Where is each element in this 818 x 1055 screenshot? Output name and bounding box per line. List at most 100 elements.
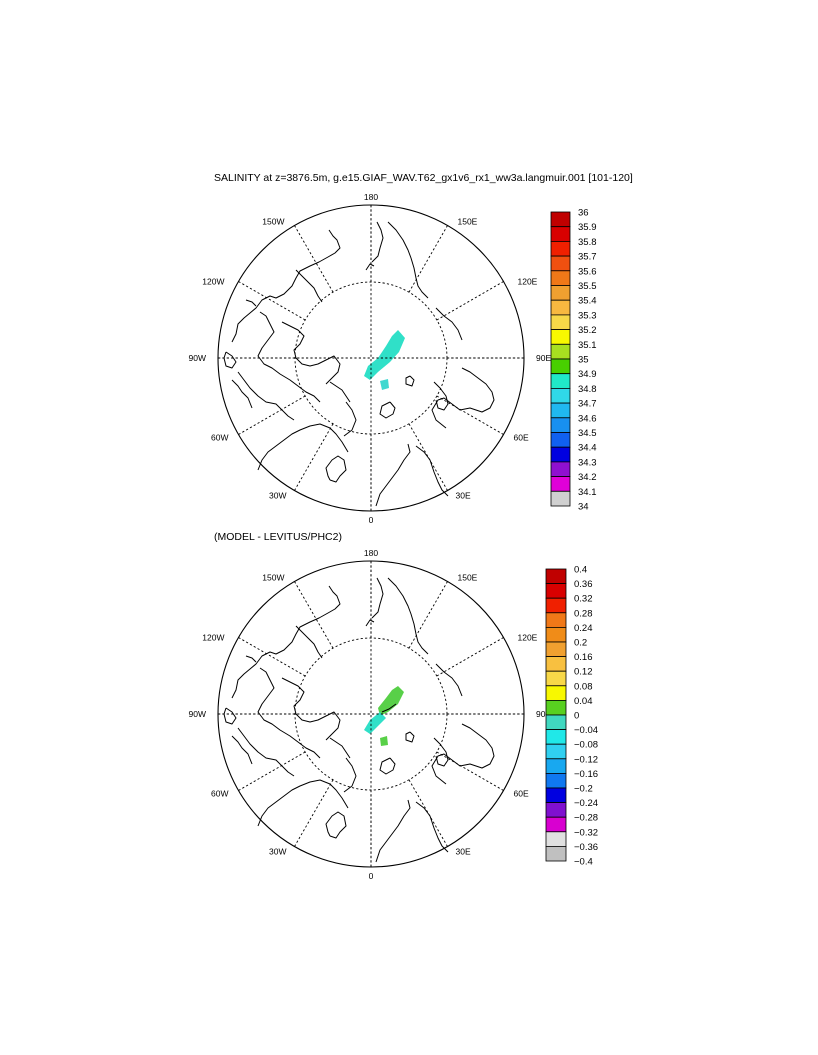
colorbar-label: 0.24 <box>574 623 593 634</box>
longitude-label: 180 <box>364 548 378 558</box>
colorbar-label: −0.08 <box>574 740 598 751</box>
longitude-label: 180 <box>364 192 378 202</box>
longitude-label: 30W <box>269 847 286 857</box>
longitude-label: 120E <box>518 277 538 287</box>
coastline <box>433 381 449 411</box>
colorbar-swatch <box>545 714 567 731</box>
colorbar-label: −0.24 <box>574 798 598 809</box>
shading-patch-lomonosov <box>364 330 405 380</box>
coastline <box>237 371 295 421</box>
longitude-label: 30W <box>269 491 286 501</box>
difference-subtitle: (MODEL - LEVITUS/PHC2) <box>214 531 342 543</box>
colorbar-label: 35.7 <box>578 252 597 263</box>
coastline <box>281 321 341 385</box>
longitude-label: 60E <box>514 789 529 799</box>
coastline <box>343 757 357 793</box>
coastline <box>223 707 237 725</box>
colorbar-swatch <box>545 568 567 585</box>
colorbar-label: 0.12 <box>574 667 593 678</box>
colorbar-label: 34.2 <box>578 472 597 483</box>
colorbar-label: 35.4 <box>578 296 597 307</box>
colorbar-label: 0.36 <box>574 579 593 590</box>
colorbar-label: −0.4 <box>574 857 593 868</box>
longitude-label: 90W <box>189 709 206 719</box>
colorbar-label: −0.16 <box>574 769 598 780</box>
coastline <box>325 455 347 483</box>
colorbar-label: 35 <box>578 355 589 366</box>
coastline <box>365 263 375 271</box>
map-boundary <box>217 204 525 512</box>
colorbar-swatch <box>545 758 567 774</box>
contour-zero-line <box>381 703 397 713</box>
colorbar-label: 34 <box>578 502 589 513</box>
shading-patch-green <box>378 686 404 716</box>
colorbar-label: 35.5 <box>578 281 597 292</box>
coastline <box>257 311 321 403</box>
longitude-label: 90W <box>189 353 206 363</box>
coastline <box>435 663 463 697</box>
shading-patch-small <box>380 379 389 390</box>
colorbar-label: −0.32 <box>574 827 598 838</box>
coastline <box>237 727 295 777</box>
coastline <box>329 737 351 759</box>
colorbar-swatch <box>545 816 567 833</box>
coastline <box>281 677 341 741</box>
colorbar-swatch <box>550 490 571 507</box>
longitude-label: 90E <box>536 709 551 719</box>
colorbar-swatch <box>545 700 567 716</box>
colorbar-swatch <box>545 597 567 614</box>
colorbar-swatch <box>545 670 567 687</box>
coastline <box>257 779 349 827</box>
colorbar-label: −0.28 <box>574 813 598 824</box>
colorbar-swatch <box>545 729 567 745</box>
coastline <box>433 737 449 767</box>
colorbar-label: 0.04 <box>574 696 593 707</box>
colorbar-swatch <box>545 641 567 658</box>
shading-patch-small <box>380 736 388 746</box>
coastline <box>379 757 396 775</box>
colorbar-swatch <box>545 685 567 701</box>
colorbar-label: 34.7 <box>578 399 597 410</box>
coastline <box>371 221 384 263</box>
longitude-label: 150E <box>458 216 478 226</box>
colorbar-swatch <box>545 656 567 672</box>
longitude-label: 30E <box>456 847 471 857</box>
coastline <box>405 375 415 387</box>
colorbar-label: 0.32 <box>574 594 593 605</box>
colorbar-label: 35.8 <box>578 237 597 248</box>
coastline <box>231 735 253 765</box>
colorbar-label: 36 <box>578 208 589 219</box>
colorbar-swatch <box>545 612 567 628</box>
coastline <box>245 655 257 663</box>
coastline <box>231 379 253 409</box>
colorbar-label: 0 <box>574 711 579 722</box>
longitude-label: 30E <box>456 491 471 501</box>
coastline <box>231 585 341 699</box>
longitude-label: 60W <box>211 433 228 443</box>
coastline <box>431 723 495 785</box>
colorbar-label: 34.4 <box>578 443 597 454</box>
coastline <box>415 801 449 853</box>
longitude-label: 150W <box>262 572 284 582</box>
coastline <box>435 307 463 341</box>
coastline <box>257 667 321 759</box>
plot-title: SALINITY at z=3876.5m, g.e15.GIAF_WAV.T6… <box>214 172 633 184</box>
coastline <box>295 625 323 659</box>
shading-patch-cyan <box>364 712 386 734</box>
colorbar-label: 35.1 <box>578 340 597 351</box>
coastline <box>405 731 415 743</box>
coastline <box>387 577 429 655</box>
coastline <box>231 229 341 343</box>
colorbar-label: −0.12 <box>574 754 598 765</box>
colorbar-label: 35.6 <box>578 266 597 277</box>
coastline <box>387 221 429 299</box>
coastline <box>431 367 495 429</box>
colorbar-label: −0.04 <box>574 725 598 736</box>
colorbar-swatch <box>545 627 567 643</box>
coastline <box>371 577 384 619</box>
coastline <box>223 351 237 369</box>
